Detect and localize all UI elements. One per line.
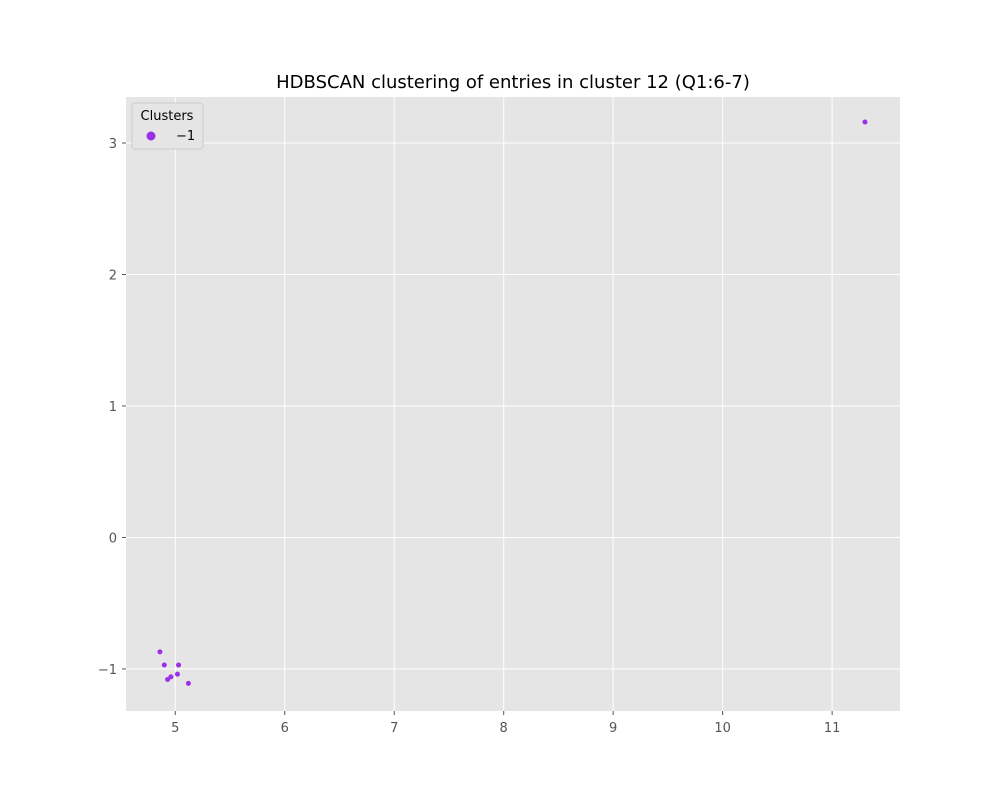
data-point bbox=[185, 680, 191, 686]
x-tick-label: 7 bbox=[390, 721, 398, 736]
data-point bbox=[168, 674, 174, 680]
legend-label: −1 bbox=[176, 129, 195, 144]
data-point bbox=[161, 662, 167, 668]
grid-lines bbox=[126, 97, 900, 711]
axis-ticks: 5 6 7 8 9 10 11 −1 0 1 2 3 bbox=[98, 137, 841, 736]
y-tick-label: −1 bbox=[98, 663, 117, 678]
x-tick-label: 8 bbox=[500, 721, 508, 736]
legend-title: Clusters bbox=[141, 109, 194, 124]
y-tick-label: 0 bbox=[109, 531, 117, 546]
plot-area bbox=[126, 97, 900, 711]
data-point bbox=[862, 119, 868, 125]
x-tick-label: 10 bbox=[714, 721, 731, 736]
x-tick-label: 9 bbox=[609, 721, 617, 736]
x-tick-label: 6 bbox=[281, 721, 289, 736]
data-points bbox=[157, 119, 868, 686]
chart-title: HDBSCAN clustering of entries in cluster… bbox=[276, 72, 750, 93]
legend-marker bbox=[146, 131, 156, 141]
legend: Clusters −1 bbox=[131, 102, 204, 150]
data-point bbox=[176, 662, 182, 668]
x-tick-label: 11 bbox=[824, 721, 841, 736]
y-tick-label: 1 bbox=[109, 400, 117, 415]
data-point bbox=[157, 649, 163, 655]
data-point bbox=[174, 671, 180, 677]
y-tick-label: 2 bbox=[109, 268, 117, 283]
y-tick-label: 3 bbox=[109, 137, 117, 152]
x-tick-label: 5 bbox=[171, 721, 179, 736]
